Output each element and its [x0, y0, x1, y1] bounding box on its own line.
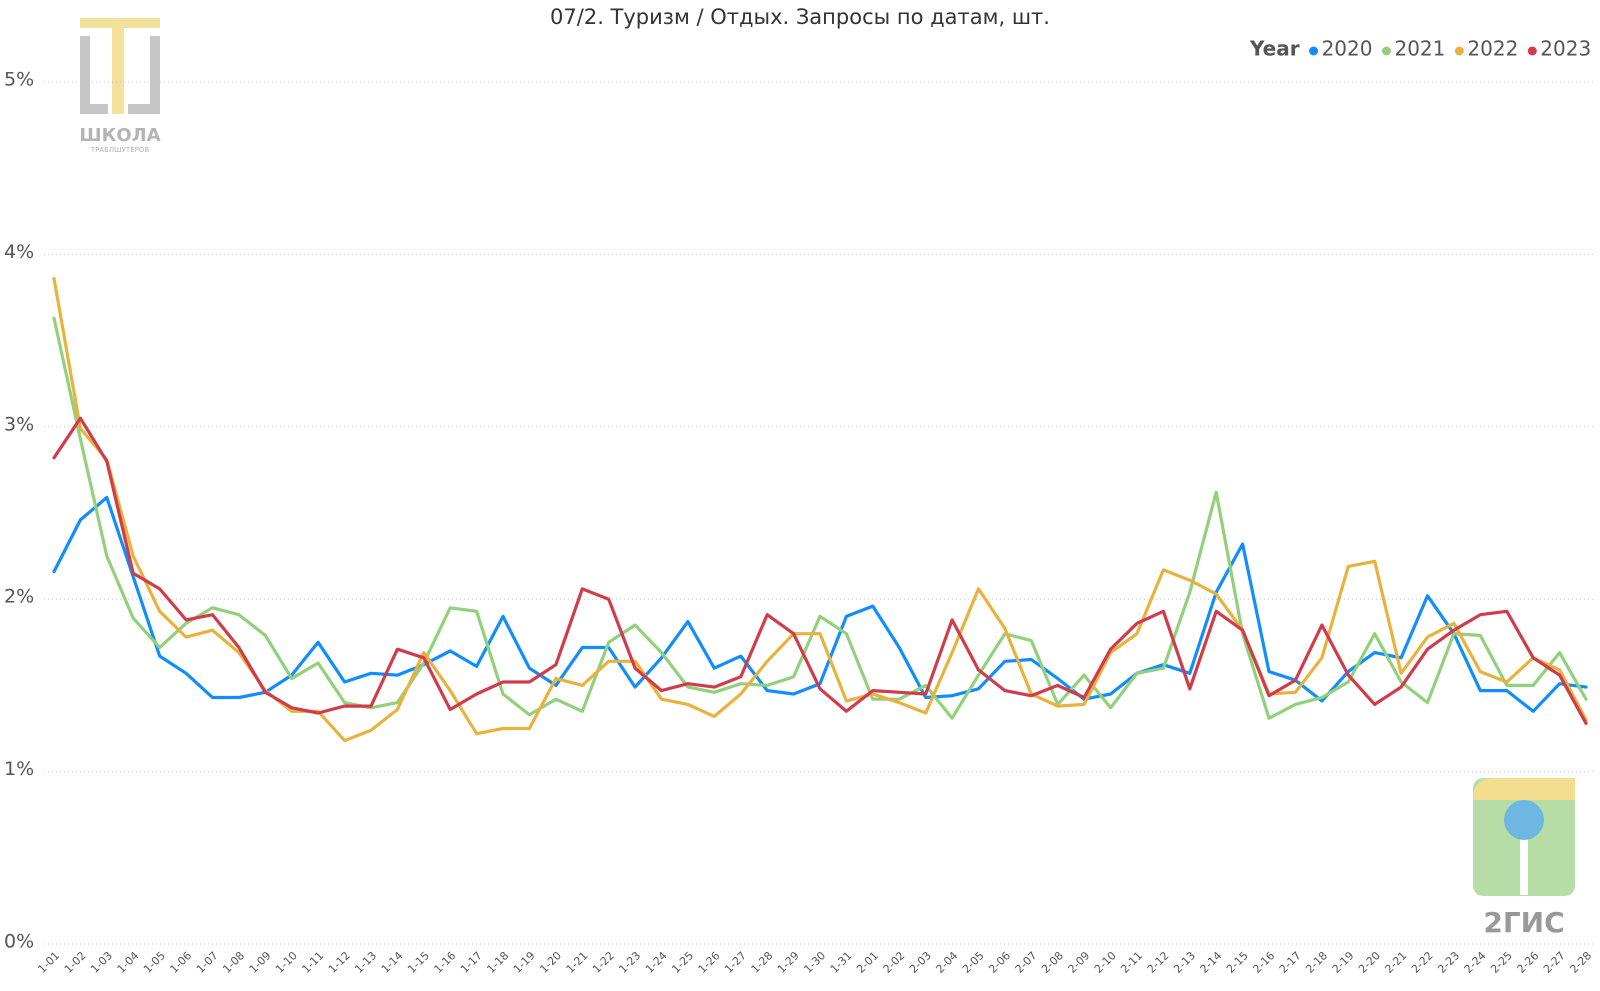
x-tick-label: 1-04 [115, 949, 142, 976]
legend-label: 2020 [1322, 37, 1373, 61]
x-tick-label: 2-08 [1039, 949, 1066, 976]
x-tick-label: 2-15 [1224, 949, 1251, 976]
x-tick-label: 2-18 [1303, 949, 1330, 976]
series-line [52, 495, 1588, 713]
brand-logo: 2ГИС [1473, 778, 1575, 939]
x-tick-label: 2-14 [1198, 949, 1225, 976]
x-tick-label: 1-17 [458, 949, 485, 976]
brand-text: 2ГИС [1483, 906, 1564, 939]
y-tick-label: 2% [4, 586, 34, 608]
x-tick-label: 1-18 [484, 949, 511, 976]
x-tick-label: 2-17 [1277, 949, 1304, 976]
x-tick-label: 1-28 [749, 949, 776, 976]
legend-label: 2023 [1540, 37, 1591, 61]
x-tick-label: 2-11 [1118, 949, 1145, 976]
x-tick-label: 1-05 [141, 949, 168, 976]
x-tick-label: 2-16 [1250, 949, 1277, 976]
x-tick-label: 1-03 [88, 949, 115, 976]
y-tick-label: 0% [4, 931, 34, 953]
x-tick-label: 2-10 [1092, 949, 1119, 976]
series-line [52, 416, 1588, 725]
legend-label: 2022 [1467, 37, 1518, 61]
y-tick-label: 4% [4, 241, 34, 263]
x-tick-label: 2-01 [854, 949, 881, 976]
x-tick-label: 2-19 [1330, 949, 1357, 976]
x-tick-label: 2-12 [1145, 949, 1172, 976]
y-tick-label: 1% [4, 758, 34, 780]
x-tick-label: 1-22 [590, 949, 617, 976]
x-tick-label: 2-24 [1462, 949, 1489, 976]
school-logo: ШКОЛА ТРАБЛШУТЕРОВ [79, 18, 161, 154]
x-tick-label: 2-07 [1013, 949, 1040, 976]
x-tick-label: 1-29 [775, 949, 802, 976]
legend-marker [1527, 46, 1537, 56]
x-tick-label: 2-13 [1171, 949, 1198, 976]
x-tick-label: 2-28 [1567, 949, 1594, 976]
logo-text: ШКОЛА [79, 125, 160, 146]
series-line [52, 276, 1588, 743]
x-tick-label: 2-26 [1515, 949, 1542, 976]
x-tick-label: 1-02 [62, 949, 89, 976]
x-tick-label: 1-06 [167, 949, 194, 976]
legend-marker [1381, 46, 1391, 56]
x-tick-label: 2-21 [1382, 949, 1409, 976]
x-tick-label: 2-02 [881, 949, 908, 976]
series-line [52, 316, 1588, 720]
x-tick-label: 1-07 [194, 949, 221, 976]
x-tick-label: 2-25 [1488, 949, 1515, 976]
x-tick-label: 1-24 [643, 949, 670, 976]
x-tick-label: 1-12 [326, 949, 353, 976]
x-tick-label: 1-25 [669, 949, 696, 976]
x-tick-label: 1-10 [273, 949, 300, 976]
chart-title: 07/2. Туризм / Отдых. Запросы по датам, … [550, 5, 1050, 29]
y-tick-label: 3% [4, 413, 34, 435]
legend-title: Year [1249, 37, 1300, 61]
x-tick-label: 2-20 [1356, 949, 1383, 976]
legend-marker [1309, 46, 1319, 56]
x-tick-label: 1-19 [511, 949, 538, 976]
x-tick-label: 1-16 [432, 949, 459, 976]
x-tick-label: 1-26 [696, 949, 723, 976]
x-tick-label: 1-21 [564, 949, 591, 976]
x-tick-label: 1-27 [722, 949, 749, 976]
x-tick-label: 1-15 [405, 949, 432, 976]
x-tick-label: 2-09 [1066, 949, 1093, 976]
x-tick-label: 1-13 [352, 949, 379, 976]
legend-marker [1454, 46, 1464, 56]
x-tick-label: 1-30 [801, 949, 828, 976]
x-tick-label: 2-05 [960, 949, 987, 976]
x-tick-label: 2-23 [1435, 949, 1462, 976]
x-tick-label: 1-09 [247, 949, 274, 976]
x-tick-label: 1-14 [379, 949, 406, 976]
logo-subtext: ТРАБЛШУТЕРОВ [90, 146, 150, 154]
x-tick-label: 1-23 [616, 949, 643, 976]
x-tick-label: 2-22 [1409, 949, 1436, 976]
x-tick-label: 2-03 [907, 949, 934, 976]
x-tick-label: 1-31 [828, 949, 855, 976]
x-tick-label: 2-06 [986, 949, 1013, 976]
y-tick-label: 5% [4, 69, 34, 91]
x-tick-label: 1-08 [220, 949, 247, 976]
x-tick-label: 2-27 [1541, 949, 1568, 976]
x-tick-label: 1-11 [300, 949, 327, 976]
legend-label: 2021 [1394, 37, 1445, 61]
x-tick-label: 2-04 [933, 949, 960, 976]
x-tick-label: 1-20 [537, 949, 564, 976]
legend: Year 2020 2021 2022 2023 [1249, 37, 1591, 61]
x-tick-label: 1-01 [35, 949, 62, 976]
